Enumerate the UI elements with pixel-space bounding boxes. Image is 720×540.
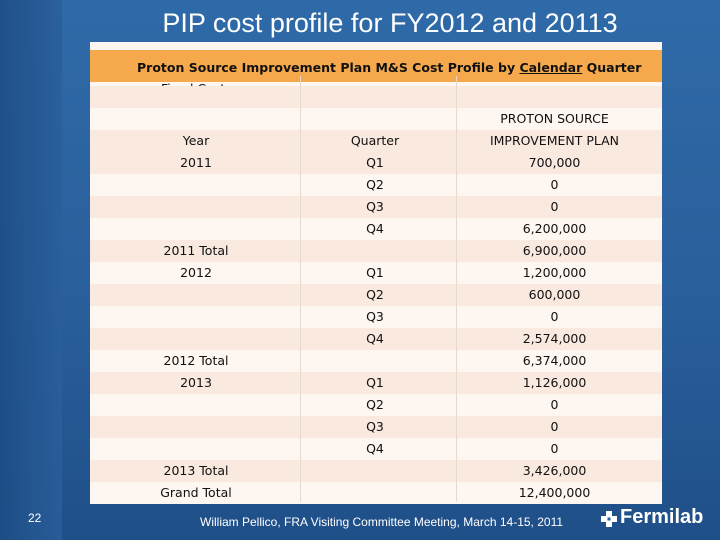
table-title-underlined: Calendar <box>519 60 583 75</box>
quarter-cell: Q3 <box>366 419 384 434</box>
value-cell: 12,400,000 <box>518 485 591 500</box>
quarter-cell: Q2 <box>366 397 384 412</box>
slide-left-stripe <box>0 0 62 540</box>
fermilab-logo-text: Fermilab <box>620 506 704 528</box>
row-background <box>90 196 662 218</box>
row-background <box>90 438 662 460</box>
quarter-cell: Q4 <box>366 331 384 346</box>
row-background <box>90 416 662 438</box>
cost-profile-table: Proton Source Improvement Plan M&S Cost … <box>90 42 662 504</box>
table-title-prefix: Proton Source Improvement Plan M&S Cost … <box>137 60 520 75</box>
quarter-cell: Q4 <box>366 221 384 236</box>
value-cell: 0 <box>550 177 559 192</box>
table-header-band <box>90 50 662 82</box>
fermilab-logo-icon <box>601 510 617 527</box>
row-background <box>90 284 662 306</box>
value-header-line1: PROTON SOURCE <box>500 111 609 126</box>
year-cell: 2012 Total <box>163 353 229 368</box>
column-divider <box>300 76 301 502</box>
value-cell: 0 <box>550 397 559 412</box>
value-cell: 0 <box>550 441 559 456</box>
row-background <box>90 306 662 328</box>
value-cell: 600,000 <box>528 287 581 302</box>
value-cell: 1,126,000 <box>522 375 587 390</box>
row-background <box>90 350 662 372</box>
row-background <box>90 372 662 394</box>
value-header-line2: IMPROVEMENT PLAN <box>489 133 620 148</box>
quarter-cell: Q3 <box>366 309 384 324</box>
table-title: Proton Source Improvement Plan M&S Cost … <box>137 60 641 75</box>
value-cell: 6,900,000 <box>522 243 587 258</box>
row-background <box>90 328 662 350</box>
table-title-suffix: Quarter <box>582 60 642 75</box>
year-cell: 2011 Total <box>163 243 229 258</box>
year-cell: 2012 <box>180 265 212 280</box>
row-background <box>90 240 662 262</box>
year-cell: 2013 <box>180 375 212 390</box>
value-cell: 0 <box>550 419 559 434</box>
row-background <box>90 108 662 130</box>
quarter-cell: Q2 <box>366 287 384 302</box>
quarter-header: Quarter <box>350 133 400 148</box>
year-cell: 2013 Total <box>163 463 229 478</box>
value-cell: 2,574,000 <box>522 331 587 346</box>
row-background <box>90 152 662 174</box>
value-cell: 3,426,000 <box>522 463 587 478</box>
quarter-cell: Q1 <box>366 375 384 390</box>
value-cell: 0 <box>550 309 559 324</box>
value-cell: 6,200,000 <box>522 221 587 236</box>
quarter-cell: Q1 <box>366 265 384 280</box>
row-background <box>90 394 662 416</box>
footer-text: William Pellico, FRA Visiting Committee … <box>200 515 564 529</box>
row-background <box>90 482 662 504</box>
quarter-cell: Q2 <box>366 177 384 192</box>
row-background <box>90 218 662 240</box>
quarter-cell: Q3 <box>366 199 384 214</box>
year-cell: 2011 <box>180 155 212 170</box>
value-cell: 1,200,000 <box>522 265 587 280</box>
value-cell: 6,374,000 <box>522 353 587 368</box>
row-background <box>90 262 662 284</box>
column-divider <box>456 76 457 502</box>
fermilab-logo: Fermilab <box>601 506 703 529</box>
row-background <box>90 86 662 108</box>
page-number: 22 <box>28 511 42 525</box>
year-cell: Grand Total <box>160 485 232 500</box>
quarter-cell: Q4 <box>366 441 384 456</box>
row-background <box>90 130 662 152</box>
row-background <box>90 174 662 196</box>
quarter-cell: Q1 <box>366 155 384 170</box>
slide-title: PIP cost profile for FY2012 and 20113 <box>162 8 618 38</box>
year-header: Year <box>182 133 210 148</box>
value-cell: 0 <box>550 199 559 214</box>
value-cell: 700,000 <box>528 155 581 170</box>
row-background <box>90 460 662 482</box>
